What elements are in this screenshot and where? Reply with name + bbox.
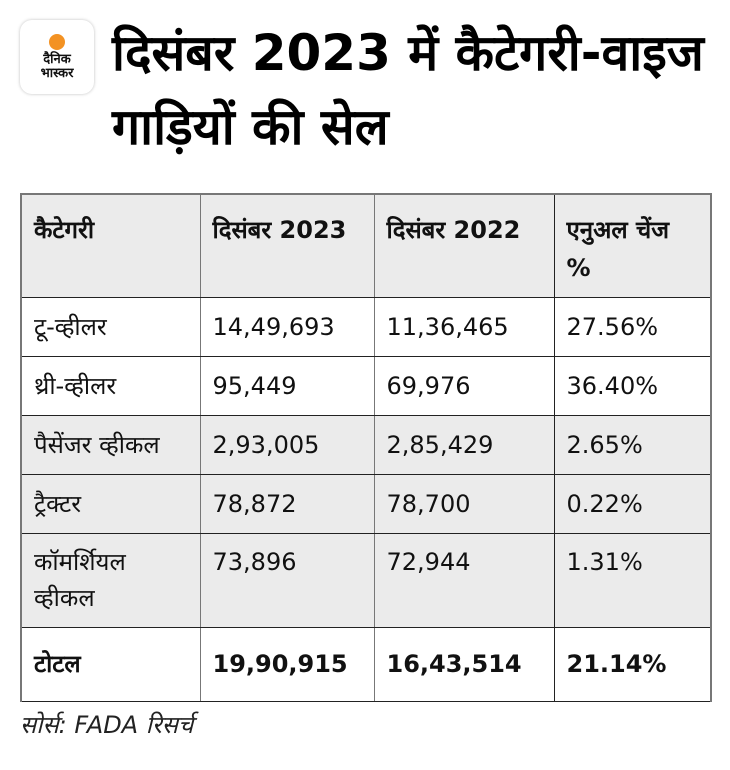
total-annual-change: 21.14%	[553, 627, 712, 702]
cell-dec-2023: 78,872	[199, 474, 375, 534]
cell-dec-2022: 2,85,429	[373, 415, 555, 475]
cell-category: टू-व्हीलर	[20, 297, 201, 357]
table-row: थ्री-व्हीलर 95,449 69,976 36.40%	[20, 356, 712, 416]
cell-annual-change: 27.56%	[553, 297, 712, 357]
header-dec-2022: दिसंबर 2022	[373, 193, 555, 298]
cell-category: कॉमर्शियल व्हीकल	[20, 533, 201, 628]
cell-annual-change: 1.31%	[553, 533, 712, 628]
table-row: कॉमर्शियल व्हीकल 73,896 72,944 1.31%	[20, 533, 712, 628]
cell-category: थ्री-व्हीलर	[20, 356, 201, 416]
total-label: टोटल	[20, 627, 201, 702]
cell-dec-2023: 73,896	[199, 533, 375, 628]
header-dec-2023: दिसंबर 2023	[199, 193, 375, 298]
cell-annual-change: 2.65%	[553, 415, 712, 475]
logo-line-1: दैनिक	[43, 51, 71, 67]
cell-dec-2022: 72,944	[373, 533, 555, 628]
total-dec-2022: 16,43,514	[373, 627, 555, 702]
header-annual-change: एनुअल चेंज %	[553, 193, 712, 298]
cell-category: पैसेंजर व्हीकल	[20, 415, 201, 475]
table-header-row: कैटेगरी दिसंबर 2023 दिसंबर 2022 एनुअल चे…	[20, 193, 712, 298]
dainik-bhaskar-logo: दैनिक भास्कर	[20, 20, 94, 94]
table-row: टू-व्हीलर 14,49,693 11,36,465 27.56%	[20, 297, 712, 357]
cell-dec-2022: 69,976	[373, 356, 555, 416]
cell-dec-2023: 95,449	[199, 356, 375, 416]
header-category: कैटेगरी	[20, 193, 201, 298]
sales-table: कैटेगरी दिसंबर 2023 दिसंबर 2022 एनुअल चे…	[20, 193, 712, 702]
cell-annual-change: 36.40%	[553, 356, 712, 416]
sun-dot-icon	[49, 33, 65, 50]
cell-dec-2022: 11,36,465	[373, 297, 555, 357]
page-title: दिसंबर 2023 में कैटेगरी-वाइज गाड़ियों की…	[112, 24, 704, 156]
cell-dec-2023: 14,49,693	[199, 297, 375, 357]
table-total-row: टोटल 19,90,915 16,43,514 21.14%	[20, 627, 712, 702]
table-row: पैसेंजर व्हीकल 2,93,005 2,85,429 2.65%	[20, 415, 712, 475]
cell-dec-2022: 78,700	[373, 474, 555, 534]
cell-annual-change: 0.22%	[553, 474, 712, 534]
cell-category: ट्रैक्टर	[20, 474, 201, 534]
logo-line-2: भास्कर	[40, 65, 74, 81]
total-dec-2023: 19,90,915	[199, 627, 375, 702]
cell-dec-2023: 2,93,005	[199, 415, 375, 475]
source-note: सोर्स: FADA रिसर्च	[20, 711, 194, 739]
table-row: ट्रैक्टर 78,872 78,700 0.22%	[20, 474, 712, 534]
